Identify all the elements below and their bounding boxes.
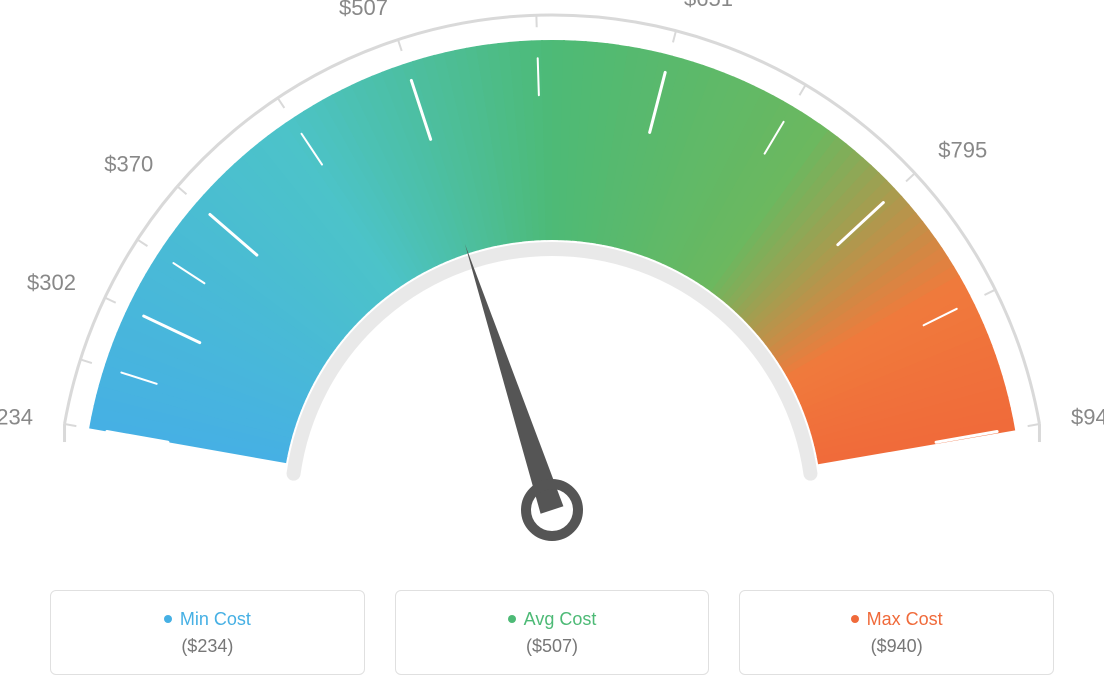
legend-label-max: Max Cost: [851, 609, 943, 630]
dot-icon: [508, 615, 516, 623]
dot-icon: [164, 615, 172, 623]
legend-value-min: ($234): [181, 636, 233, 657]
legend-row: Min Cost ($234) Avg Cost ($507) Max Cost…: [0, 590, 1104, 690]
dot-icon: [851, 615, 859, 623]
svg-text:$234: $234: [0, 404, 33, 429]
svg-text:$302: $302: [27, 270, 76, 295]
legend-text-min: Min Cost: [180, 609, 251, 630]
gauge-chart: $234 $302 $370 $507 $651 $795 $940: [0, 0, 1104, 570]
legend-label-avg: Avg Cost: [508, 609, 597, 630]
svg-text:$651: $651: [684, 0, 733, 11]
legend-card-avg: Avg Cost ($507): [395, 590, 710, 675]
legend-text-avg: Avg Cost: [524, 609, 597, 630]
legend-card-min: Min Cost ($234): [50, 590, 365, 675]
legend-value-avg: ($507): [526, 636, 578, 657]
svg-text:$370: $370: [104, 151, 153, 176]
svg-text:$507: $507: [339, 0, 388, 20]
legend-label-min: Min Cost: [164, 609, 251, 630]
svg-text:$940: $940: [1071, 404, 1104, 429]
legend-card-max: Max Cost ($940): [739, 590, 1054, 675]
legend-text-max: Max Cost: [867, 609, 943, 630]
svg-text:$795: $795: [938, 138, 987, 163]
legend-value-max: ($940): [871, 636, 923, 657]
